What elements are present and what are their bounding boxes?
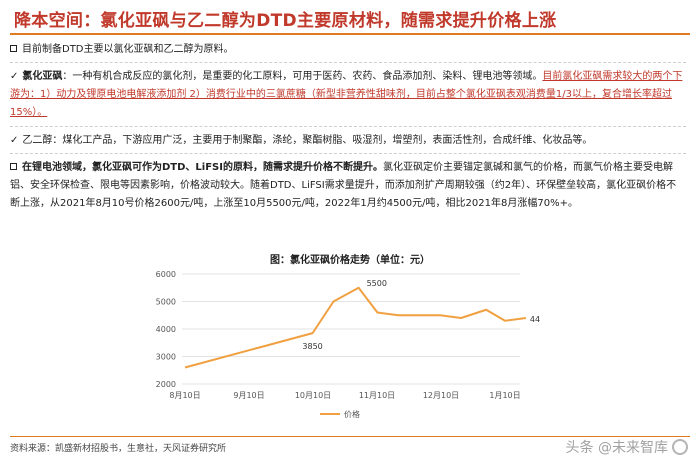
footer-divider bbox=[10, 436, 690, 437]
paragraph-4-text: 氯化亚砜定价主要锚定氯碱和氯气的价格，而氯气价格主要受电解铝、安全环保检查、限电… bbox=[10, 162, 677, 209]
x-tick-label: 10月10日 bbox=[295, 391, 331, 400]
paragraph-1-text: 目前制备DTD主要以氯化亚砜和乙二醇为原料。 bbox=[22, 44, 234, 55]
y-tick-label: 4000 bbox=[156, 325, 176, 334]
chart-title: 图：氯化亚砜价格走势（单位：元） bbox=[270, 255, 430, 266]
paragraph-2-label: 氯化亚砜 bbox=[22, 71, 63, 82]
watermark-logo-icon bbox=[672, 439, 688, 455]
page-title: 降本空间：氯化亚砜与乙二醇为DTD主要原材料，随需求提升价格上涨 bbox=[14, 11, 557, 31]
y-tick-label: 5000 bbox=[156, 298, 176, 307]
y-tick-label: 3000 bbox=[156, 353, 176, 362]
check-bullet-icon: ✓ bbox=[10, 135, 19, 146]
title-divider bbox=[10, 33, 690, 35]
dashed-divider bbox=[10, 153, 686, 154]
x-tick-label: 1月10日 bbox=[489, 391, 520, 400]
paragraph-4: 在锂电池领域，氯化亚砜可作为DTD、LiFSI的原料，随需求提升价格不断提升。氯… bbox=[10, 159, 686, 213]
paragraph-2: ✓ 氯化亚砜：一种有机合成反应的氯化剂，是重要的化工原料，可用于医药、农药、食品添… bbox=[10, 68, 686, 122]
price-line-chart: 2000 3000 4000 5000 6000 8月10日 9月10日 10月10日 11月1… bbox=[156, 270, 540, 419]
paragraph-4-bold: 在锂电池领域，氯化亚砜可作为DTD、LiFSI的原料，随需求提升价格不断提升。 bbox=[22, 162, 383, 173]
data-label: 3850 bbox=[302, 342, 322, 351]
square-bullet-icon bbox=[10, 163, 17, 170]
watermark: 头条 @未来智库 bbox=[566, 437, 688, 457]
y-tick-label: 6000 bbox=[156, 270, 176, 279]
legend-label: 价格 bbox=[344, 409, 360, 419]
paragraph-2-text: 一种有机合成反应的氯化剂，是重要的化工原料，可用于医药、农药、食品添加剂、染料、… bbox=[72, 71, 543, 82]
paragraph-1: 目前制备DTD主要以氯化亚砜和乙二醇为原料。 bbox=[10, 41, 686, 59]
watermark-text: 头条 @未来智库 bbox=[565, 440, 668, 456]
dashed-divider bbox=[10, 62, 686, 63]
paragraph-2-highlight: 目前氯化亚砜需求较大的两个下游为：1）动力及锂原电池电解液添加剂 2）消费行业中… bbox=[10, 71, 683, 118]
x-tick-label: 8月10日 bbox=[169, 391, 200, 400]
dashed-divider bbox=[10, 126, 686, 127]
series-line bbox=[184, 286, 527, 369]
paragraph-2-colon: ： bbox=[62, 71, 73, 82]
source-note: 资料来源：凯盛新材招股书，生意社，天风证券研究所 bbox=[10, 444, 227, 454]
check-bullet-icon: ✓ bbox=[10, 71, 19, 82]
paragraph-3-text: 乙二醇：煤化工产品，下游应用广泛，主要用于制聚酯，涤纶，聚酯树脂、吸湿剂，增塑剂… bbox=[22, 135, 593, 146]
data-label: 5500 bbox=[367, 279, 387, 288]
data-label: 4400 bbox=[530, 315, 540, 324]
y-tick-label: 2000 bbox=[156, 380, 176, 389]
square-bullet-icon bbox=[10, 45, 17, 52]
x-tick-label: 9月10日 bbox=[233, 391, 264, 400]
x-tick-label: 11月10日 bbox=[359, 391, 395, 400]
x-tick-label: 12月10日 bbox=[423, 391, 459, 400]
paragraph-3: ✓ 乙二醇：煤化工产品，下游应用广泛，主要用于制聚酯，涤纶，聚酯树脂、吸湿剂，增塑… bbox=[10, 132, 686, 150]
